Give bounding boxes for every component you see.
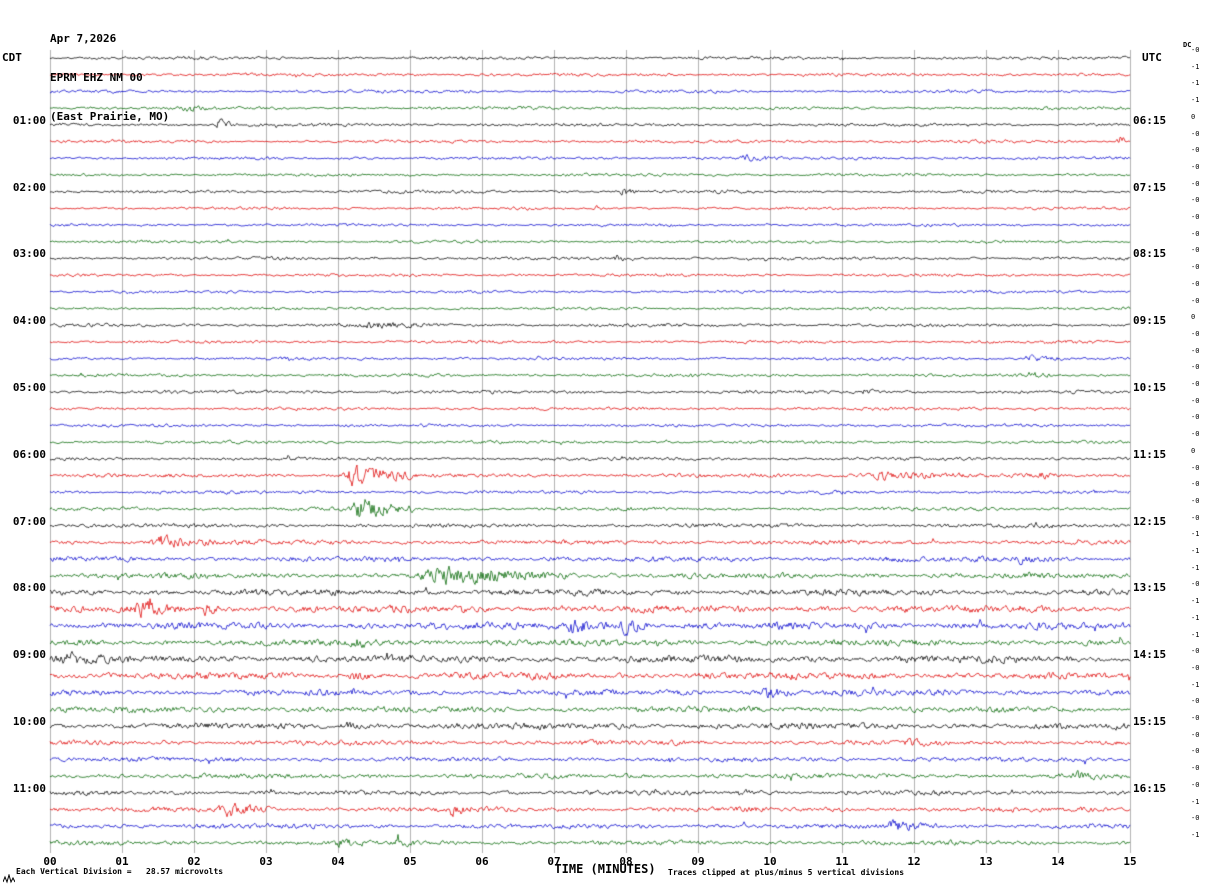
dc-offset-value: -0 (1191, 179, 1200, 188)
dc-offset-value: -0 (1191, 129, 1200, 138)
hour-label-utc: 13:15 (1133, 581, 1167, 595)
hour-label-cdt: 02:00 (12, 180, 46, 194)
header-date: Apr 7,2026 (50, 32, 117, 45)
dc-offset-value: -0 (1191, 380, 1200, 388)
hour-label-utc: 12:15 (1133, 514, 1167, 528)
dc-offset-value: -1 (1191, 597, 1200, 606)
x-tick-label: 14 (1051, 855, 1065, 868)
dc-offset-value: -1 (1191, 563, 1200, 572)
dc-offset-value: -0 (1191, 780, 1200, 789)
x-tick-label: 15 (1123, 855, 1137, 868)
dc-offset-value: -0 (1191, 814, 1200, 823)
dc-offset-value: -0 (1191, 647, 1200, 656)
x-tick-label: 02 (187, 855, 201, 868)
dc-offset-value: -0 (1191, 363, 1200, 372)
x-tick-label: 00 (43, 855, 57, 868)
hour-label-utc: 07:15 (1133, 180, 1167, 194)
dc-offset-value: -0 (1191, 229, 1200, 238)
dc-offset-value: -0 (1191, 480, 1200, 489)
dc-offset-value: -1 (1191, 96, 1200, 105)
hour-label-cdt: 10:00 (12, 715, 46, 728)
header-station: EPRM EHZ NM 00 (50, 71, 143, 84)
dc-offset-value: -0 (1191, 513, 1200, 522)
hour-label-cdt: 01:00 (12, 113, 46, 127)
dc-offset-value: -0 (1191, 396, 1200, 405)
dc-offset-value: -0 (1191, 279, 1200, 288)
x-tick-label: 13 (979, 855, 993, 868)
x-tick-label: 07 (547, 855, 561, 868)
header-location: (East Prairie, MO) (50, 110, 170, 123)
x-tick-label: 06 (475, 855, 489, 868)
hour-label-cdt: 03:00 (12, 247, 46, 261)
dc-offset-value: -1 (1191, 680, 1200, 689)
dc-offset-value: -0 (1191, 697, 1200, 706)
hour-label-cdt: 09:00 (12, 648, 46, 662)
hour-label-utc: 16:15 (1133, 781, 1167, 795)
hour-label-utc: 06:15 (1133, 113, 1167, 127)
x-tick-label: 11 (835, 855, 849, 868)
dc-offset-value: -0 (1191, 329, 1200, 338)
x-tick-label: 08 (619, 855, 633, 868)
dc-offset-value: -1 (1191, 530, 1200, 539)
dc-offset-value: -0 (1191, 747, 1200, 756)
header: Apr 7,2026 EPRM EHZ NM 00 (East Prairie,… (50, 6, 169, 149)
dc-offset-value: -1 (1191, 830, 1200, 839)
dc-offset-value: -1 (1191, 62, 1200, 71)
footer-clip-note: Traces clipped at plus/minus 5 vertical … (668, 868, 905, 877)
dc-offset-value: -1 (1191, 79, 1200, 88)
left-timezone-label: CDT (2, 51, 22, 64)
hour-label-cdt: 08:00 (12, 581, 46, 595)
dc-offset-value: 0 (1191, 112, 1196, 121)
dc-offset-value: 0 (1191, 446, 1196, 455)
x-tick-label: 01 (115, 855, 129, 868)
footer-scale-note: Each Vertical Division = 28.57 microvolt… (16, 867, 224, 876)
dc-offset-value: -0 (1191, 430, 1200, 439)
dc-offset-value: -1 (1191, 630, 1200, 639)
dc-offset-value: -0 (1191, 146, 1200, 155)
dc-offset-value: -0 (1191, 463, 1200, 472)
hour-label-cdt: 05:00 (12, 381, 46, 394)
dc-offset-value: -1 (1191, 613, 1200, 622)
dc-offset-value: -0 (1191, 246, 1200, 255)
hour-label-utc: 09:15 (1133, 314, 1167, 328)
dc-offset-value: -0 (1191, 663, 1200, 672)
x-axis-title: TIME (MINUTES) (554, 862, 656, 876)
seismo-mark-icon (3, 874, 15, 884)
dc-offset-value: 0 (1191, 313, 1196, 322)
hour-label-utc: 08:15 (1133, 247, 1167, 261)
x-tick-label: 12 (907, 855, 921, 868)
hour-label-cdt: 06:00 (12, 447, 46, 461)
dc-offset-value: -0 (1191, 496, 1200, 505)
x-tick-label: 03 (259, 855, 273, 868)
x-tick-label: 05 (403, 855, 417, 868)
x-tick-label: 09 (691, 855, 705, 868)
dc-offset-value: -0 (1191, 296, 1200, 305)
hour-label-utc: 11:15 (1133, 447, 1167, 461)
hour-label-utc: 15:15 (1133, 715, 1167, 728)
right-timezone-label: UTC (1142, 51, 1162, 64)
hour-label-cdt: 11:00 (12, 781, 46, 795)
dc-offset-value: -0 (1191, 346, 1200, 355)
x-tick-label: 10 (763, 855, 777, 868)
x-tick-label: 04 (331, 855, 345, 868)
dc-offset-value: -0 (1191, 213, 1200, 221)
dc-offset-value: -1 (1191, 797, 1200, 806)
dc-offset-value: -0 (1191, 714, 1200, 722)
dc-offset-value: -1 (1191, 547, 1200, 555)
dc-axis-label: DC (1183, 41, 1192, 49)
dc-offset-value: -0 (1191, 730, 1200, 739)
hour-label-cdt: 04:00 (12, 314, 46, 328)
dc-offset-value: -0 (1191, 580, 1200, 589)
hour-label-utc: 14:15 (1133, 648, 1167, 662)
dc-offset-value: -0 (1191, 263, 1200, 272)
hour-label-cdt: 07:00 (12, 514, 46, 528)
dc-offset-value: -0 (1191, 413, 1200, 422)
dc-offset-value: -0 (1191, 162, 1200, 171)
dc-offset-value: -0 (1191, 196, 1200, 205)
hour-label-utc: 10:15 (1133, 381, 1167, 394)
dc-offset-value: -0 (1191, 46, 1200, 54)
dc-offset-value: -0 (1191, 764, 1200, 773)
